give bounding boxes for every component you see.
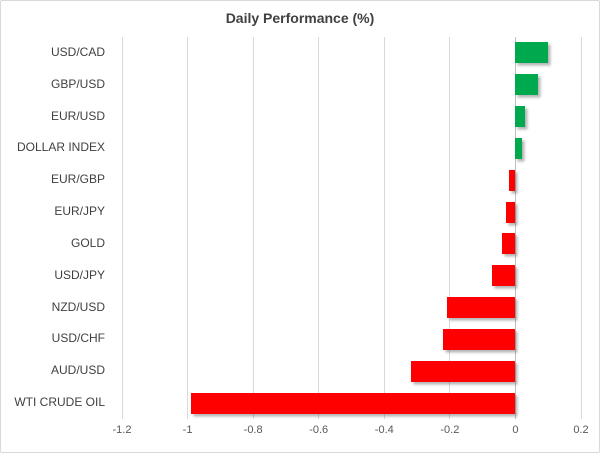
x-tick-label: -1.2 xyxy=(112,424,132,436)
gridline xyxy=(383,37,385,419)
category-label-eur-usd: EUR/USD xyxy=(50,108,105,123)
category-label-usd-jpy: USD/JPY xyxy=(54,267,105,282)
bar-usd-jpy xyxy=(492,265,516,287)
x-tick-label: -1 xyxy=(182,424,193,436)
category-label-eur-jpy: EUR/JPY xyxy=(54,204,105,219)
zero-gridline xyxy=(514,37,516,419)
category-label-aud-usd: AUD/USD xyxy=(50,363,105,378)
bar-eur-jpy xyxy=(505,201,516,223)
x-tick-label: 0 xyxy=(512,424,519,436)
category-axis: USD/CAD GBP/USD EUR/USD DOLLAR INDEX EUR/GBP… xyxy=(1,37,113,419)
category-label-gold: GOLD xyxy=(70,235,105,250)
gridline xyxy=(449,37,451,419)
category-label-eur-gbp: EUR/GBP xyxy=(50,172,105,187)
category-label-nzd-usd: NZD/USD xyxy=(51,299,105,314)
bar-dollar-index xyxy=(515,137,522,159)
category-label-usd-chf: USD/CHF xyxy=(51,331,105,346)
x-tick-label: -0.4 xyxy=(374,424,394,436)
bar-gbp-usd xyxy=(515,74,539,96)
x-tick-label: 0.2 xyxy=(573,424,589,436)
category-label-wti-crude-oil: WTI CRUDE OIL xyxy=(14,395,105,410)
value-axis: -1.2 -1 -0.8 -0.6 -0.4 -0.2 0 0.2 xyxy=(1,424,599,442)
gridline xyxy=(252,37,254,419)
bar-usd-cad xyxy=(515,42,549,64)
x-tick-label: -0.6 xyxy=(309,424,329,436)
gridline xyxy=(187,37,189,419)
gridline xyxy=(580,37,582,419)
x-tick-label: -0.8 xyxy=(243,424,263,436)
chart-title: Daily Performance (%) xyxy=(225,10,375,26)
bar-eur-usd xyxy=(515,106,526,128)
bar-wti-crude-oil xyxy=(190,392,516,414)
gridline xyxy=(121,37,123,419)
category-label-dollar-index: DOLLAR INDEX xyxy=(16,140,105,155)
plot-area xyxy=(121,37,582,419)
category-label-gbp-usd: GBP/USD xyxy=(50,76,105,91)
bar-usd-chf xyxy=(443,328,516,350)
x-tick-label: -0.2 xyxy=(440,424,460,436)
bar-aud-usd xyxy=(410,360,516,382)
gridline xyxy=(318,37,320,419)
bar-gold xyxy=(502,233,516,255)
category-label-usd-cad: USD/CAD xyxy=(50,44,105,59)
bar-nzd-usd xyxy=(446,297,516,319)
bar-eur-gbp xyxy=(508,169,516,191)
